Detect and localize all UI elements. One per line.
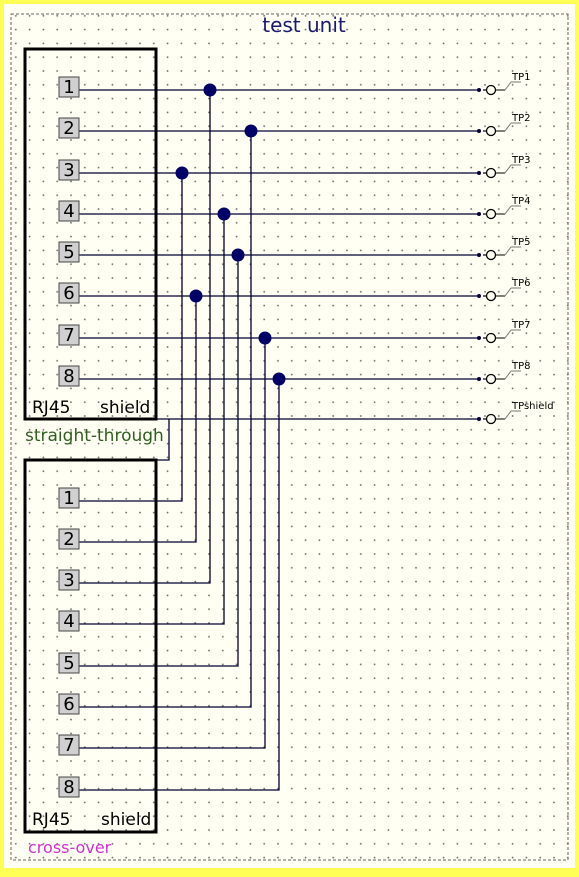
- bottom-pin-number: 5: [63, 653, 74, 674]
- test-unit-boundary: [10, 13, 569, 861]
- test-point-label: TP7: [511, 320, 531, 331]
- bottom-pin-3: 3: [58, 569, 80, 591]
- bottom-connector-pins: 1 2 3 4 5 6 7 8: [58, 487, 80, 798]
- test-point-tp7: TP7: [477, 320, 531, 344]
- rj45-connector-bottom: [23, 458, 158, 834]
- wire-shield-bottom: [156, 419, 170, 461]
- bottom-pin-7: 7: [58, 734, 80, 756]
- test-point-tpshield: TPshield: [477, 401, 554, 425]
- bottom-pin-4: 4: [58, 610, 80, 632]
- top-pin-number: 6: [63, 283, 74, 304]
- top-shield-label: shield: [100, 398, 150, 418]
- junction-dot: [244, 124, 258, 138]
- title-test-unit: test unit: [262, 13, 346, 37]
- cross-over-caption: cross-over: [28, 838, 112, 857]
- bottom-pin-number: 3: [63, 570, 74, 591]
- test-points: TP1 TP2 TP3 TP4 TP5 TP6 TP7 TP8 TPshield: [477, 72, 554, 425]
- top-pin-2: 2: [58, 117, 80, 139]
- test-point-label: TPshield: [511, 401, 554, 412]
- bottom-pin-5: 5: [58, 652, 80, 674]
- top-pin-3: 3: [58, 159, 80, 181]
- rj45-connector-top: [23, 47, 158, 421]
- bottom-pin-2: 2: [58, 528, 80, 550]
- top-rj45-label: RJ45: [32, 398, 70, 418]
- bottom-pin-number: 6: [63, 694, 74, 715]
- top-pin-7: 7: [58, 324, 80, 346]
- bottom-pin-number: 8: [63, 777, 74, 798]
- top-pin-number: 7: [63, 325, 74, 346]
- test-point-tp3: TP3: [477, 155, 531, 179]
- top-pin-number: 4: [63, 201, 74, 222]
- bottom-pin-number: 4: [63, 611, 74, 632]
- top-pin-1: 1: [58, 76, 80, 98]
- crossover-wire-3: [79, 90, 211, 584]
- junction-dot: [189, 289, 203, 303]
- top-pin-number: 2: [63, 118, 74, 139]
- test-point-label: TP5: [511, 237, 531, 248]
- bottom-pin-8: 8: [58, 776, 80, 798]
- bottom-shield-label: shield: [101, 810, 151, 830]
- test-point-label: TP6: [511, 278, 531, 289]
- crossover-wire-2: [79, 296, 197, 543]
- junction-dot: [217, 207, 231, 221]
- top-pin-6: 6: [58, 282, 80, 304]
- top-pin-number: 1: [63, 77, 74, 98]
- test-point-tp8: TP8: [477, 361, 531, 385]
- test-point-label: TP3: [511, 155, 531, 166]
- junction-dot: [175, 166, 189, 180]
- crossover-wire-8: [79, 379, 280, 791]
- bottom-pin-6: 6: [58, 693, 80, 715]
- test-point-tp4: TP4: [477, 196, 531, 220]
- test-point-label: TP2: [511, 113, 531, 124]
- junction-dot: [203, 83, 217, 97]
- top-pin-number: 3: [63, 160, 74, 181]
- crossover-wire-5: [79, 255, 239, 667]
- crossover-wire-4: [79, 214, 225, 625]
- junctions-layer: [175, 83, 286, 386]
- junction-dot: [258, 331, 272, 345]
- junction-dot: [231, 248, 245, 262]
- top-pin-4: 4: [58, 200, 80, 222]
- bottom-pin-number: 1: [63, 488, 74, 509]
- wires-layer: [79, 89, 479, 791]
- top-connector-pins: 1 2 3 4 5 6 7 8: [58, 76, 80, 387]
- test-point-label: TP1: [511, 72, 531, 83]
- test-point-label: TP4: [511, 196, 531, 207]
- top-pin-number: 5: [63, 242, 74, 263]
- crossover-wire-7: [79, 338, 266, 749]
- straight-through-caption: straight-through: [25, 426, 164, 446]
- grid-dots: [4, 4, 575, 868]
- bottom-pin-number: 2: [63, 529, 74, 550]
- test-point-label: TP8: [511, 361, 531, 372]
- junction-dot: [272, 372, 286, 386]
- top-pin-number: 8: [63, 366, 74, 387]
- crossover-wire-6: [79, 131, 252, 708]
- top-pin-8: 8: [58, 365, 80, 387]
- bottom-pin-1: 1: [58, 487, 80, 509]
- test-point-tp5: TP5: [477, 237, 531, 261]
- test-point-tp2: TP2: [477, 113, 531, 137]
- bottom-rj45-label: RJ45: [32, 810, 70, 830]
- test-point-tp1: TP1: [477, 72, 531, 96]
- test-point-tp6: TP6: [477, 278, 531, 302]
- bottom-pin-number: 7: [63, 735, 74, 756]
- top-pin-5: 5: [58, 241, 80, 263]
- crossover-wire-1: [79, 173, 183, 502]
